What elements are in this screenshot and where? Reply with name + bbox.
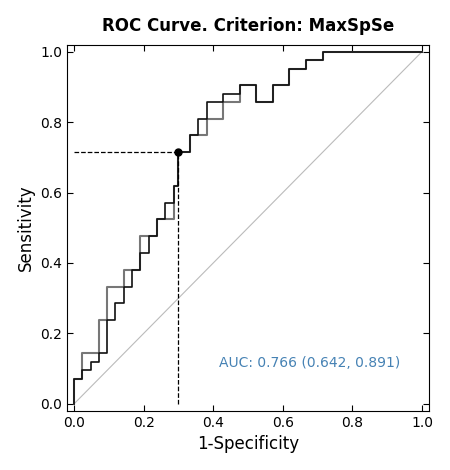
- Y-axis label: Sensitivity: Sensitivity: [17, 184, 35, 271]
- Text: AUC: 0.766 (0.642, 0.891): AUC: 0.766 (0.642, 0.891): [219, 356, 400, 370]
- Title: ROC Curve. Criterion: MaxSpSe: ROC Curve. Criterion: MaxSpSe: [102, 16, 394, 35]
- X-axis label: 1-Specificity: 1-Specificity: [197, 435, 299, 454]
